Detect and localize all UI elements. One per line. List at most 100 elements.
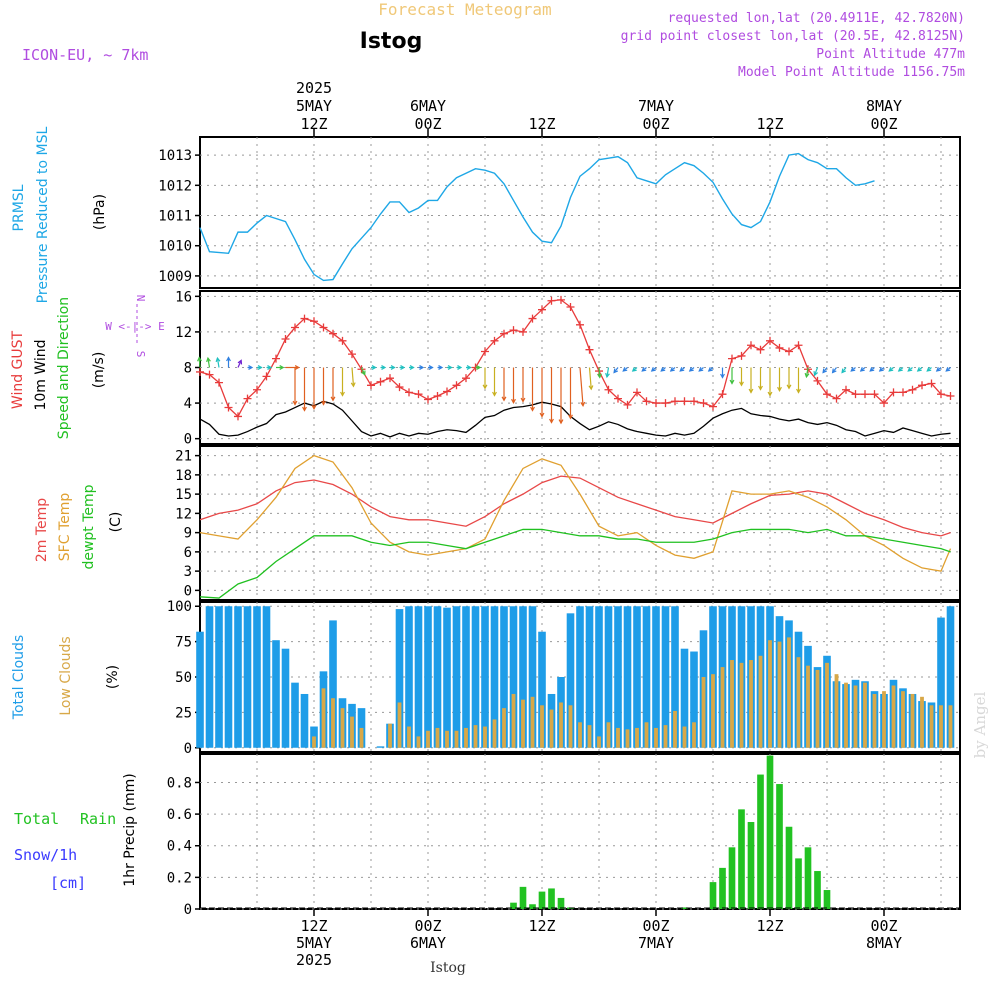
rain-bar	[519, 886, 527, 909]
low-cloud-bar	[312, 736, 316, 748]
wind-arrow-head	[588, 385, 594, 391]
precipitation-ytick-label: 0.2	[167, 870, 192, 886]
wind-arrow-head	[679, 366, 685, 372]
total-cloud-bar	[196, 631, 204, 748]
wind-arrow-head	[935, 366, 941, 372]
gust-point-marker	[870, 390, 879, 399]
gust-point-marker	[889, 388, 898, 397]
total-cloud-bar	[224, 606, 233, 748]
pressure-series-line	[199, 152, 875, 282]
top-axis-label: 2025	[296, 79, 332, 97]
gust-point-marker	[623, 400, 632, 409]
wind-arrow-head	[558, 419, 564, 425]
wind-arrow-head	[841, 368, 847, 374]
gust-point-marker	[728, 354, 736, 363]
total-cloud-bar	[519, 606, 527, 748]
gust-point-marker	[547, 296, 556, 305]
low-cloud-bar	[948, 705, 953, 748]
gust-point-marker	[376, 377, 385, 386]
low-cloud-bar	[388, 723, 392, 748]
snow-label: Snow/1h	[14, 846, 77, 864]
total-cloud-bar	[300, 693, 309, 748]
low-cloud-bar	[435, 727, 440, 748]
wind-dir-label: Speed and Direction	[56, 297, 72, 439]
low-cloud-bar	[464, 727, 468, 748]
gust-point-marker	[224, 403, 233, 412]
rain-bar	[785, 826, 793, 909]
wind-arrow-head	[777, 386, 782, 392]
prmsl-label: PRMSL	[11, 184, 27, 231]
gust-point-marker	[243, 394, 252, 403]
wind-arrow-head	[729, 379, 735, 385]
series-line-dewpt-temp	[199, 528, 951, 599]
wind-arrow-head	[831, 368, 837, 374]
rain-bar	[776, 784, 783, 909]
top-axis-label: 12Z	[528, 115, 555, 133]
gridpoint-coords: grid point closest lon,lat (20.5E, 42.81…	[621, 29, 965, 44]
low-cloud-bar	[350, 716, 354, 748]
rain-bar	[766, 755, 774, 909]
compass-s: S	[134, 351, 147, 358]
rain-bar	[548, 888, 555, 909]
low-cloud-bar	[663, 725, 668, 748]
low-cloud-bar	[473, 725, 478, 748]
gust-point-marker	[832, 394, 841, 403]
wind-arrow-head	[206, 356, 211, 363]
gust-point-marker	[481, 347, 489, 356]
gust-point-marker	[737, 351, 746, 360]
gust-point-marker	[918, 381, 926, 390]
total-cloud-bar	[614, 606, 622, 748]
wind-arrow-head	[907, 366, 913, 372]
celsius-unit: (C)	[108, 512, 124, 533]
wind-arrow-head	[390, 365, 396, 370]
gust-point-marker	[490, 336, 499, 345]
temperature-ytick-label: 21	[175, 449, 192, 465]
rain-bar	[510, 902, 517, 909]
total-cloud-bar	[604, 606, 613, 748]
total-cloud-bar	[490, 606, 499, 748]
low-cloud-bar	[625, 729, 630, 748]
total-cloud-bar	[937, 617, 945, 748]
low-cloud-bar	[597, 736, 601, 748]
wind-arrow-head	[605, 372, 610, 379]
gust-point-marker	[462, 374, 470, 383]
total-cloud-bar	[443, 607, 451, 748]
gust-point-marker	[538, 305, 546, 314]
wind-arrow-head	[748, 388, 754, 394]
wind-arrow-head	[371, 365, 377, 370]
wind-arrow-head	[447, 365, 453, 370]
gust-point-marker	[823, 390, 831, 399]
low-cloud-bar	[853, 685, 858, 748]
total-cloud-bar	[215, 606, 223, 748]
low-cloud-bar	[340, 708, 345, 748]
rain-bar	[557, 897, 565, 909]
wind-arrow-head	[482, 384, 488, 390]
wind-direction-arrow	[216, 358, 220, 368]
percent-unit: (%)	[105, 665, 121, 689]
total-cloud-bar	[528, 606, 537, 748]
total-cloud-bar	[509, 606, 518, 748]
wind-arrow-head	[813, 371, 819, 377]
temperature-ytick-label: 12	[175, 506, 192, 522]
clouds-ytick-label: 0	[184, 741, 192, 757]
temp-sfc-label: SFC Temp	[57, 493, 73, 562]
gust-point-marker	[253, 385, 261, 394]
point-altitude: Point Altitude 477m	[816, 47, 965, 62]
clouds-ytick-label: 75	[175, 635, 192, 651]
wind-arrow-head	[237, 359, 243, 365]
total-cloud-bar	[414, 606, 423, 748]
total-cloud-bar	[433, 606, 442, 748]
wind-arrow-head	[804, 372, 810, 379]
gust-point-marker	[680, 397, 689, 406]
gust-point-marker	[262, 372, 271, 381]
low-cloud-bar	[587, 725, 592, 748]
top-axis-label: 00Z	[642, 115, 669, 133]
rain-bar	[757, 774, 764, 909]
rain-bar	[795, 858, 802, 909]
low-cloud-bar	[331, 698, 335, 748]
low-cloud-bar	[939, 705, 943, 748]
wind-gust-label: Wind GUST	[10, 330, 26, 409]
compass-n: N	[134, 295, 147, 302]
total-cloud-bar	[424, 606, 432, 748]
